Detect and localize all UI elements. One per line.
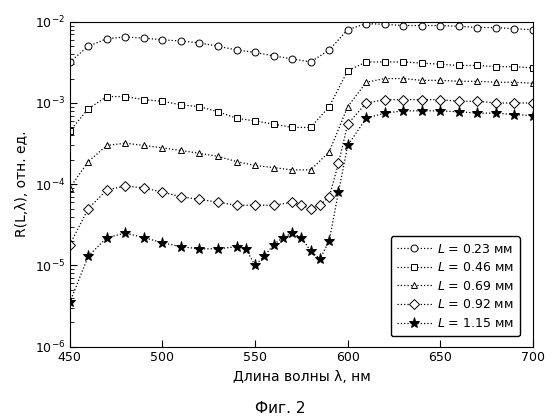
Legend: $\mathit{L}$ = 0.23 мм, $\mathit{L}$ = 0.46 мм, $\mathit{L}$ = 0.69 мм, $\mathit: $\mathit{L}$ = 0.23 мм, $\mathit{L}$ = 0… [390,236,520,336]
X-axis label: Длина волны λ, нм: Длина волны λ, нм [232,370,370,384]
Y-axis label: R(L,λ), отн. ед.: R(L,λ), отн. ед. [15,131,29,237]
Text: Фиг. 2: Фиг. 2 [255,401,305,416]
